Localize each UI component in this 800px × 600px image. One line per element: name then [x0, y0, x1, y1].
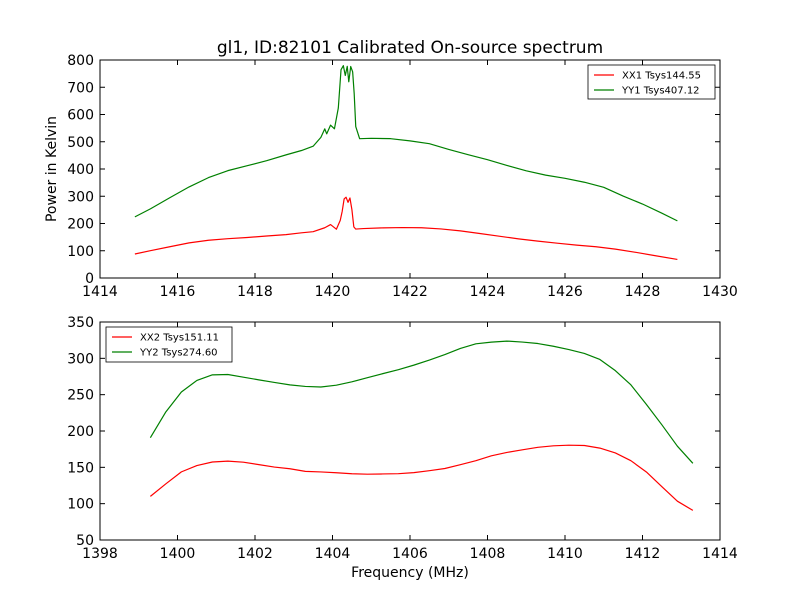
- top-chart: gl1, ID:82101 Calibrated On-source spect…: [44, 38, 738, 300]
- bottom-chart-ytick-label: 250: [67, 388, 94, 404]
- top-chart-line-yy1-tsys407-12: [134, 65, 678, 222]
- top-chart-xtick-label: 1420: [315, 284, 351, 300]
- bottom-chart-xtick-label: 1414: [702, 546, 738, 562]
- top-chart-xtick-label: 1414: [82, 284, 118, 300]
- top-chart-xtick-label: 1430: [702, 284, 738, 300]
- top-chart-series-layer: [134, 65, 678, 261]
- bottom-chart-xtick-label: 1408: [470, 546, 506, 562]
- bottom-chart-ytick-label: 150: [67, 460, 94, 476]
- top-chart-xtick-label: 1426: [547, 284, 583, 300]
- bottom-chart-series-layer: [149, 340, 694, 511]
- bottom-chart-ytick-label: 300: [67, 351, 94, 367]
- top-chart-ticks: 1414 1416 1418 1420 1422 1424 1426 1428 1430 0 100…: [67, 53, 738, 300]
- top-chart-line-xx1-tsys144-55: [134, 196, 678, 261]
- top-chart-xtick-label: 1424: [470, 284, 506, 300]
- top-chart-ytick-label: 200: [67, 217, 94, 233]
- top-chart-ytick-label: 300: [67, 189, 94, 205]
- bottom-chart-xtick-label: 1410: [547, 546, 583, 562]
- top-chart-xtick-label: 1422: [392, 284, 428, 300]
- top-chart-legend-box: [587, 64, 716, 100]
- bottom-chart-xtick-label: 1402: [237, 546, 273, 562]
- top-chart-ylabel: Power in Kelvin: [44, 116, 60, 222]
- bottom-chart-ytick-label: 100: [67, 497, 94, 513]
- legend-label-xx2: XX2 Tsys151.11: [140, 333, 219, 344]
- top-chart-ytick-label: 700: [67, 80, 94, 96]
- top-chart-ytick-label: 500: [67, 135, 94, 151]
- bottom-chart-xtick-label: 1398: [82, 546, 118, 562]
- top-chart-ytick-label: 100: [67, 244, 94, 260]
- bottom-chart: Frequency (MHz) 1398 1400 1402 1404 1406 1408…: [67, 315, 738, 581]
- top-chart-xtick-label: 1416: [160, 284, 196, 300]
- bottom-chart-xtick-label: 1412: [625, 546, 661, 562]
- bottom-chart-legend-box: [105, 326, 233, 363]
- legend-label-yy2: YY2 Tsys274.60: [139, 348, 218, 359]
- bottom-chart-legend: XX2 Tsys151.11 YY2 Tsys274.60: [105, 326, 233, 363]
- top-chart-ytick-label: 0: [85, 271, 94, 287]
- bottom-chart-line-yy2-tsys274-60: [149, 340, 694, 464]
- top-chart-xtick-label: 1418: [237, 284, 273, 300]
- legend-label-xx1: XX1 Tsys144.55: [622, 71, 701, 82]
- bottom-chart-xlabel: Frequency (MHz): [351, 565, 469, 581]
- top-chart-ytick-label: 600: [67, 108, 94, 124]
- bottom-chart-ytick-label: 350: [67, 315, 94, 331]
- bottom-chart-xtick-label: 1400: [160, 546, 196, 562]
- bottom-chart-xtick-label: 1404: [315, 546, 351, 562]
- bottom-chart-ytick-label: 200: [67, 424, 94, 440]
- top-chart-legend: XX1 Tsys144.55 YY1 Tsys407.12: [587, 64, 716, 100]
- bottom-chart-line-xx2-tsys151-11: [149, 444, 694, 511]
- top-chart-title: gl1, ID:82101 Calibrated On-source spect…: [217, 38, 603, 58]
- bottom-chart-xtick-label: 1406: [392, 546, 428, 562]
- legend-label-yy1: YY1 Tsys407.12: [621, 86, 700, 97]
- top-chart-xtick-label: 1428: [625, 284, 661, 300]
- bottom-chart-ytick-label: 50: [76, 533, 94, 549]
- top-chart-ytick-label: 800: [67, 53, 94, 69]
- bottom-chart-ticks: 1398 1400 1402 1404 1406 1408 1410 1412 1414 50 10…: [67, 315, 738, 562]
- top-chart-ytick-label: 400: [67, 162, 94, 178]
